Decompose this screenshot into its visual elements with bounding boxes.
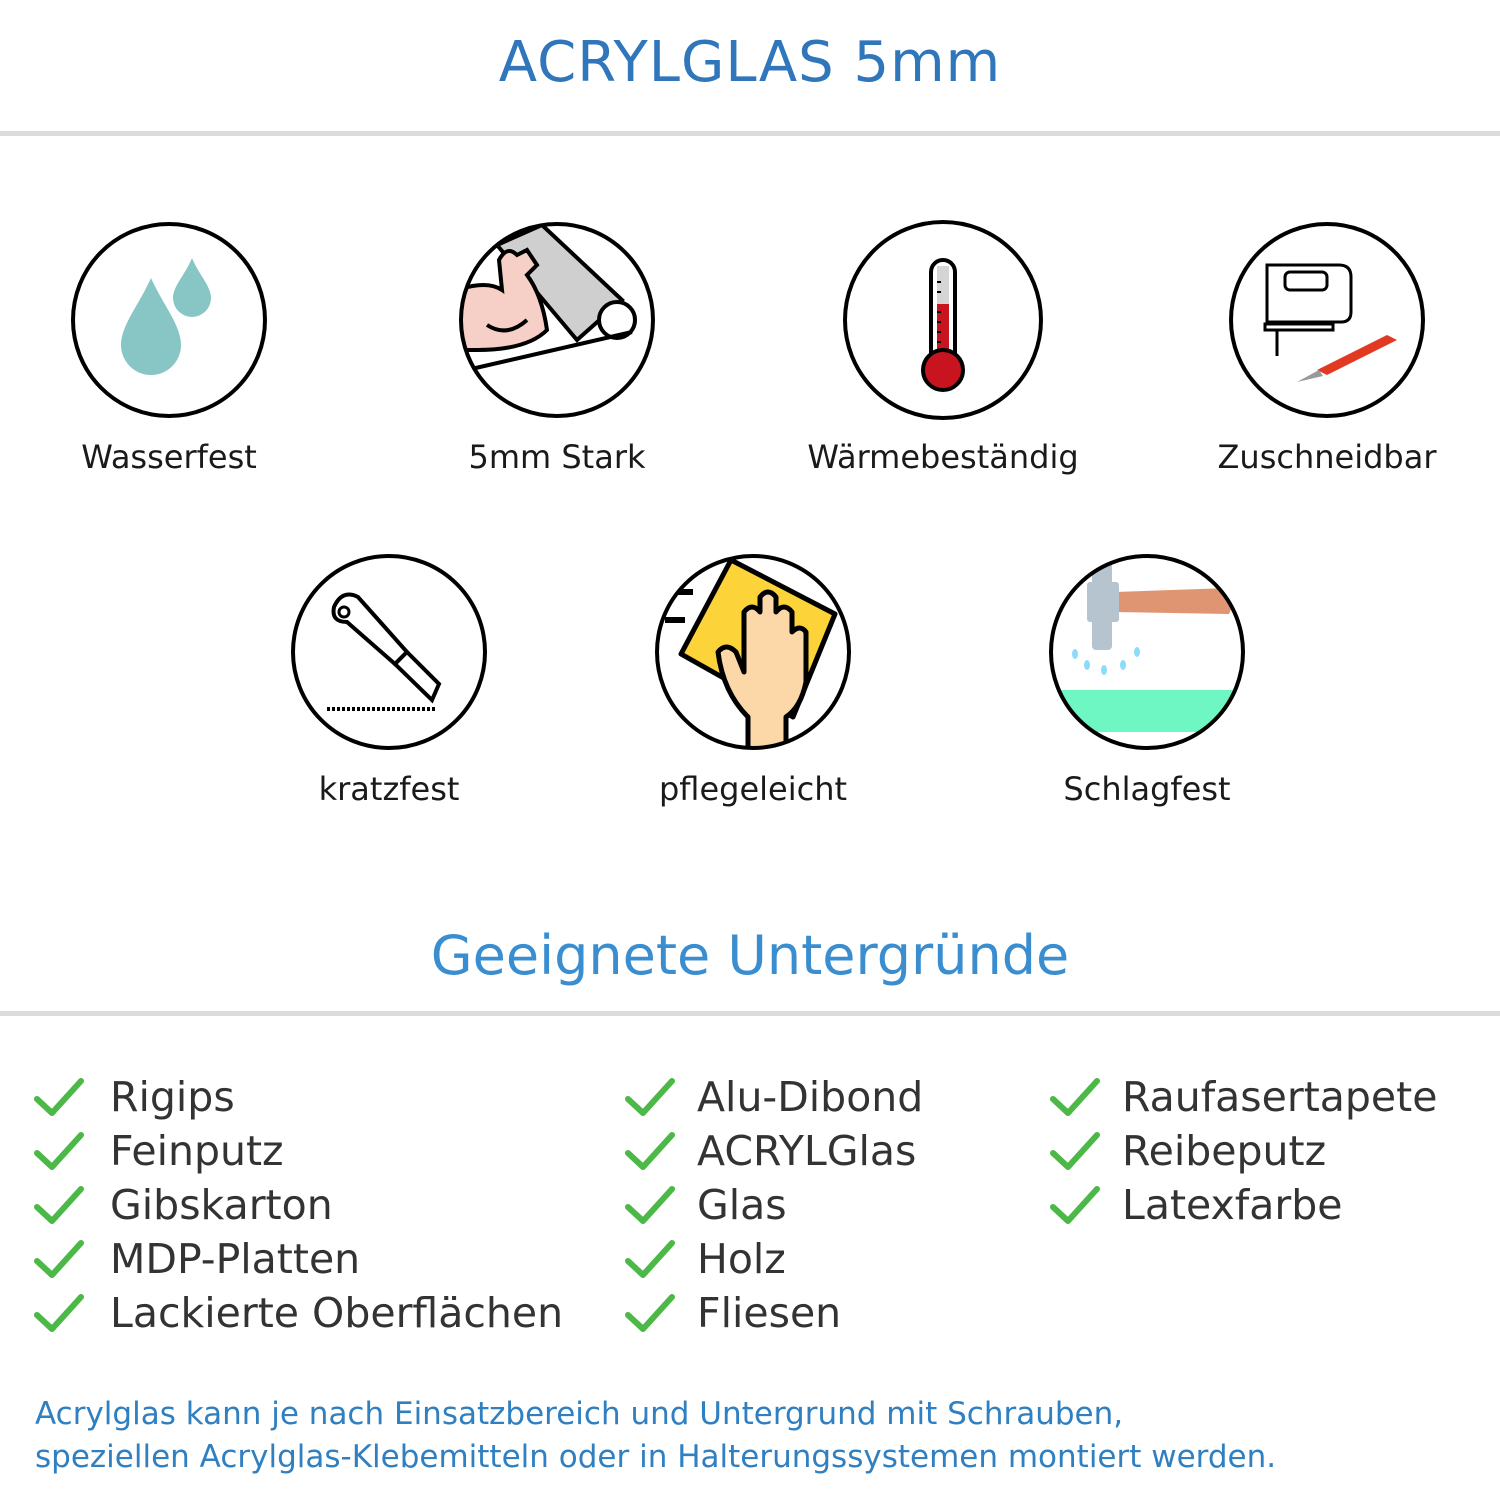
feature-label: Wasserfest <box>81 438 257 476</box>
mounting-note: Acrylglas kann je nach Einsatzbereich un… <box>35 1393 1276 1479</box>
check-icon <box>625 1240 675 1278</box>
feature-wasserfest: Wasserfest <box>0 220 339 476</box>
check-icon <box>1050 1132 1100 1170</box>
divider <box>0 1011 1500 1016</box>
surface-item: Latexfarbe <box>1050 1178 1437 1232</box>
surface-label: Raufasertapete <box>1122 1073 1438 1121</box>
surface-label: MDP-Platten <box>110 1235 361 1283</box>
surface-item: Lackierte Oberflächen <box>34 1286 563 1340</box>
feature-label: kratzfest <box>318 770 460 808</box>
check-icon <box>34 1078 84 1116</box>
cleaning-hand-icon <box>655 554 851 750</box>
water-drops-icon <box>71 222 267 418</box>
surface-item: Alu-Dibond <box>625 1070 923 1124</box>
feature-schlagfest: Schlagfest <box>977 552 1317 808</box>
hammer-icon <box>1049 554 1245 750</box>
check-icon <box>1050 1078 1100 1116</box>
thermometer-icon <box>843 220 1043 420</box>
surface-label: Reibeputz <box>1122 1127 1327 1175</box>
mounting-note-line-2: speziellen Acrylglas-Klebemitteln oder i… <box>35 1439 1277 1475</box>
surface-item: Glas <box>625 1178 923 1232</box>
surface-item: Feinputz <box>34 1124 563 1178</box>
feature-label: pflegeleicht <box>658 770 848 808</box>
surface-label: Alu-Dibond <box>697 1073 924 1121</box>
surface-label: Glas <box>697 1181 787 1229</box>
surface-item: MDP-Platten <box>34 1232 563 1286</box>
check-icon <box>625 1132 675 1170</box>
feature-label: 5mm Stark <box>468 438 646 476</box>
jigsaw-cutter-icon <box>1229 222 1425 418</box>
surface-label: Lackierte Oberflächen <box>110 1289 564 1337</box>
surface-item: Gibskarton <box>34 1178 563 1232</box>
feature-pflegeleicht: pflegeleicht <box>583 552 923 808</box>
feature-label: Wärmebeständig <box>807 438 1079 476</box>
feature-zuschneidbar: Zuschneidbar <box>1157 220 1497 476</box>
check-icon <box>34 1294 84 1332</box>
surface-label: Rigips <box>110 1073 235 1121</box>
check-icon <box>625 1078 675 1116</box>
surface-label: Feinputz <box>110 1127 284 1175</box>
surface-label: Fliesen <box>697 1289 842 1337</box>
surface-list-1: Rigips Feinputz Gibskarton MDP-Platten Lacki… <box>34 1070 563 1340</box>
feature-label: Schlagfest <box>1063 770 1231 808</box>
surface-label: Gibskarton <box>110 1181 333 1229</box>
check-icon <box>625 1294 675 1332</box>
surface-item: Raufasertapete <box>1050 1070 1437 1124</box>
check-icon <box>34 1132 84 1170</box>
feature-5mm-stark: 5mm Stark <box>387 220 727 476</box>
mounting-note-line-1: Acrylglas kann je nach Einsatzbereich un… <box>35 1396 1124 1432</box>
surface-item: Fliesen <box>625 1286 923 1340</box>
strong-arm-icon <box>459 222 655 418</box>
surface-label: Latexfarbe <box>1122 1181 1343 1229</box>
divider <box>0 131 1500 136</box>
surface-item: Holz <box>625 1232 923 1286</box>
check-icon <box>34 1186 84 1224</box>
surface-item: ACRYLGlas <box>625 1124 923 1178</box>
section-title: Geeignete Untergründe <box>430 924 1070 987</box>
page-title: ACRYLGLAS 5mm <box>498 30 1002 95</box>
box-cutter-icon <box>291 554 487 750</box>
check-icon <box>625 1186 675 1224</box>
surface-label: Holz <box>697 1235 786 1283</box>
check-icon <box>34 1240 84 1278</box>
surface-label: ACRYLGlas <box>697 1127 917 1175</box>
feature-label: Zuschneidbar <box>1217 438 1437 476</box>
surface-list-3: Raufasertapete Reibeputz Latexfarbe <box>1050 1070 1437 1232</box>
surface-item: Rigips <box>34 1070 563 1124</box>
surface-list-2: Alu-Dibond ACRYLGlas Glas Holz Fliesen <box>625 1070 923 1340</box>
surface-item: Reibeputz <box>1050 1124 1437 1178</box>
check-icon <box>1050 1186 1100 1224</box>
feature-kratzfest: kratzfest <box>219 552 559 808</box>
feature-waermebestaendig: Wärmebeständig <box>773 220 1113 476</box>
